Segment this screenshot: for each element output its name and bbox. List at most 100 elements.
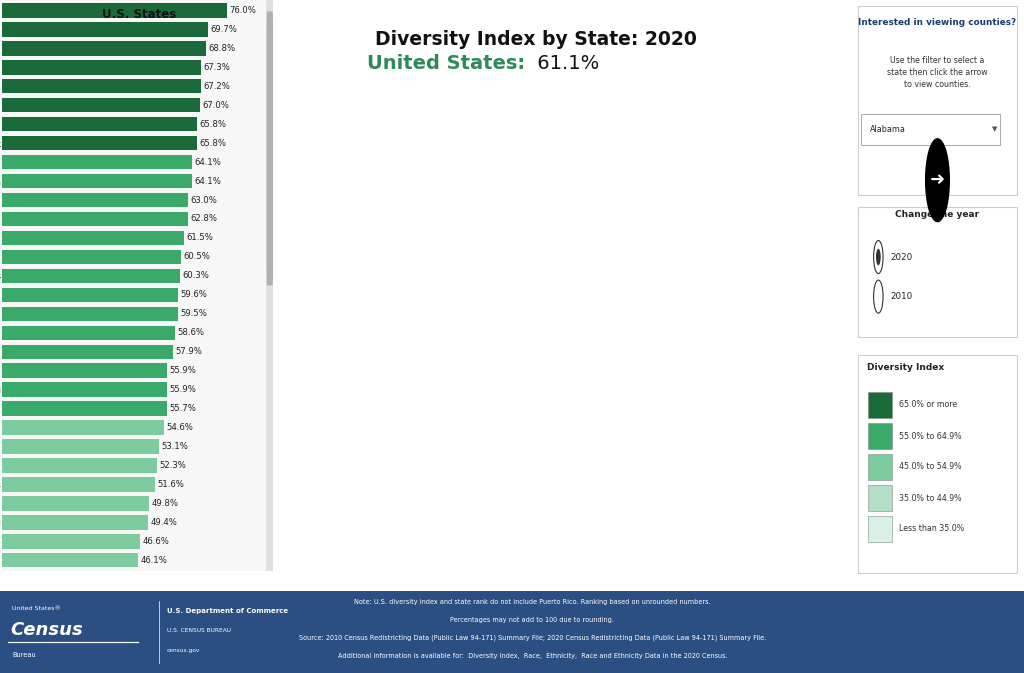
Bar: [2, 458, 157, 472]
Text: Diversity Index: Diversity Index: [866, 363, 944, 372]
Bar: [2, 231, 184, 245]
Text: 55.9%: 55.9%: [170, 366, 197, 375]
Text: Alabama: Alabama: [870, 125, 906, 134]
FancyBboxPatch shape: [868, 485, 892, 511]
Bar: [2, 212, 187, 226]
Bar: [2, 60, 201, 75]
Bar: [2, 117, 197, 131]
Text: 62.8%: 62.8%: [190, 215, 217, 223]
Text: 2020: 2020: [890, 252, 912, 262]
Text: U.S. CENSUS BUREAU: U.S. CENSUS BUREAU: [167, 628, 231, 633]
Text: 57.9%: 57.9%: [176, 347, 203, 356]
Text: 61.5%: 61.5%: [186, 234, 213, 242]
FancyBboxPatch shape: [868, 516, 892, 542]
Text: U.S. States: U.S. States: [102, 8, 176, 21]
Text: census.gov: census.gov: [167, 647, 201, 653]
Bar: [2, 98, 201, 112]
Bar: [2, 345, 173, 359]
Bar: [2, 477, 155, 492]
Bar: [2, 193, 188, 207]
FancyBboxPatch shape: [266, 11, 273, 285]
Bar: [2, 553, 138, 567]
Bar: [2, 534, 140, 548]
Text: 2010: 2010: [890, 292, 912, 301]
Bar: [2, 401, 167, 416]
Text: 64.1%: 64.1%: [194, 157, 221, 167]
Text: U.S. Department of Commerce: U.S. Department of Commerce: [167, 608, 288, 614]
Bar: [2, 174, 191, 188]
Text: Interested in viewing counties?: Interested in viewing counties?: [858, 17, 1017, 27]
Text: 67.0%: 67.0%: [203, 101, 229, 110]
Text: 65.8%: 65.8%: [199, 139, 226, 147]
Text: 63.0%: 63.0%: [190, 196, 218, 205]
Circle shape: [873, 280, 883, 313]
Text: Source: 2010 Census Redistricting Data (Public Law 94-171) Summary File; 2020 Ce: Source: 2010 Census Redistricting Data (…: [299, 635, 766, 641]
Text: 46.6%: 46.6%: [142, 537, 169, 546]
FancyBboxPatch shape: [858, 207, 1017, 336]
Text: Change the year: Change the year: [895, 211, 980, 219]
Bar: [2, 155, 191, 170]
Text: 51.6%: 51.6%: [157, 480, 184, 489]
Bar: [2, 496, 150, 511]
Bar: [2, 363, 167, 378]
Text: 65.0% or more: 65.0% or more: [899, 400, 956, 409]
Text: 55.0% to 64.9%: 55.0% to 64.9%: [899, 431, 962, 441]
Text: Census: Census: [10, 621, 83, 639]
Text: 64.1%: 64.1%: [194, 176, 221, 186]
Text: Percentages may not add to 100 due to rounding.: Percentages may not add to 100 due to ro…: [451, 616, 614, 623]
Bar: [2, 307, 178, 321]
Circle shape: [873, 240, 883, 274]
Text: 67.3%: 67.3%: [204, 63, 230, 72]
Bar: [2, 326, 175, 340]
Text: 55.7%: 55.7%: [169, 404, 196, 413]
Text: 68.8%: 68.8%: [208, 44, 236, 53]
Text: 59.6%: 59.6%: [180, 290, 208, 299]
Text: United States:: United States:: [368, 55, 525, 73]
Text: ➜: ➜: [930, 171, 945, 189]
Text: 59.5%: 59.5%: [180, 310, 207, 318]
Text: 76.0%: 76.0%: [229, 6, 256, 15]
Bar: [2, 79, 201, 94]
Text: 53.1%: 53.1%: [162, 442, 188, 451]
Text: Bureau: Bureau: [12, 652, 36, 658]
Circle shape: [876, 249, 881, 265]
Text: 60.5%: 60.5%: [183, 252, 210, 261]
Bar: [2, 41, 206, 56]
Text: 52.3%: 52.3%: [159, 461, 186, 470]
Text: Use the filter to select a
state then click the arrow
to view counties.: Use the filter to select a state then cl…: [887, 56, 988, 89]
Text: 54.6%: 54.6%: [166, 423, 193, 432]
Text: 49.8%: 49.8%: [152, 499, 179, 508]
Text: Diversity Index by State: 2020: Diversity Index by State: 2020: [375, 30, 696, 49]
Bar: [2, 250, 181, 264]
Text: 69.7%: 69.7%: [211, 25, 238, 34]
FancyBboxPatch shape: [868, 454, 892, 480]
FancyBboxPatch shape: [868, 392, 892, 418]
Text: Note: U.S. diversity index and state rank do not include Puerto Rico. Ranking ba: Note: U.S. diversity index and state ran…: [354, 598, 711, 604]
Bar: [2, 22, 208, 36]
Text: Additional information is available for:  Diversity Index,  Race,  Ethnicity,  R: Additional information is available for:…: [338, 653, 727, 659]
Bar: [2, 287, 178, 302]
Bar: [2, 382, 167, 397]
Text: 45.0% to 54.9%: 45.0% to 54.9%: [899, 462, 962, 471]
Text: 60.3%: 60.3%: [183, 271, 210, 281]
Text: 65.8%: 65.8%: [199, 120, 226, 129]
Bar: [2, 421, 164, 435]
Bar: [2, 3, 227, 17]
Bar: [2, 136, 197, 150]
Bar: [2, 439, 159, 454]
Circle shape: [926, 139, 949, 221]
FancyBboxPatch shape: [868, 423, 892, 449]
FancyBboxPatch shape: [858, 355, 1017, 573]
Text: 61.1%: 61.1%: [530, 55, 599, 73]
FancyBboxPatch shape: [858, 6, 1017, 195]
Text: 58.6%: 58.6%: [178, 328, 205, 337]
Text: 35.0% to 44.9%: 35.0% to 44.9%: [899, 493, 962, 503]
Text: Less than 35.0%: Less than 35.0%: [899, 524, 964, 533]
Text: United States®: United States®: [12, 606, 61, 612]
Bar: [2, 269, 180, 283]
Text: 55.9%: 55.9%: [170, 385, 197, 394]
Bar: [2, 515, 148, 530]
FancyBboxPatch shape: [861, 114, 1000, 145]
Text: 67.2%: 67.2%: [203, 81, 230, 91]
Text: 46.1%: 46.1%: [140, 556, 168, 565]
